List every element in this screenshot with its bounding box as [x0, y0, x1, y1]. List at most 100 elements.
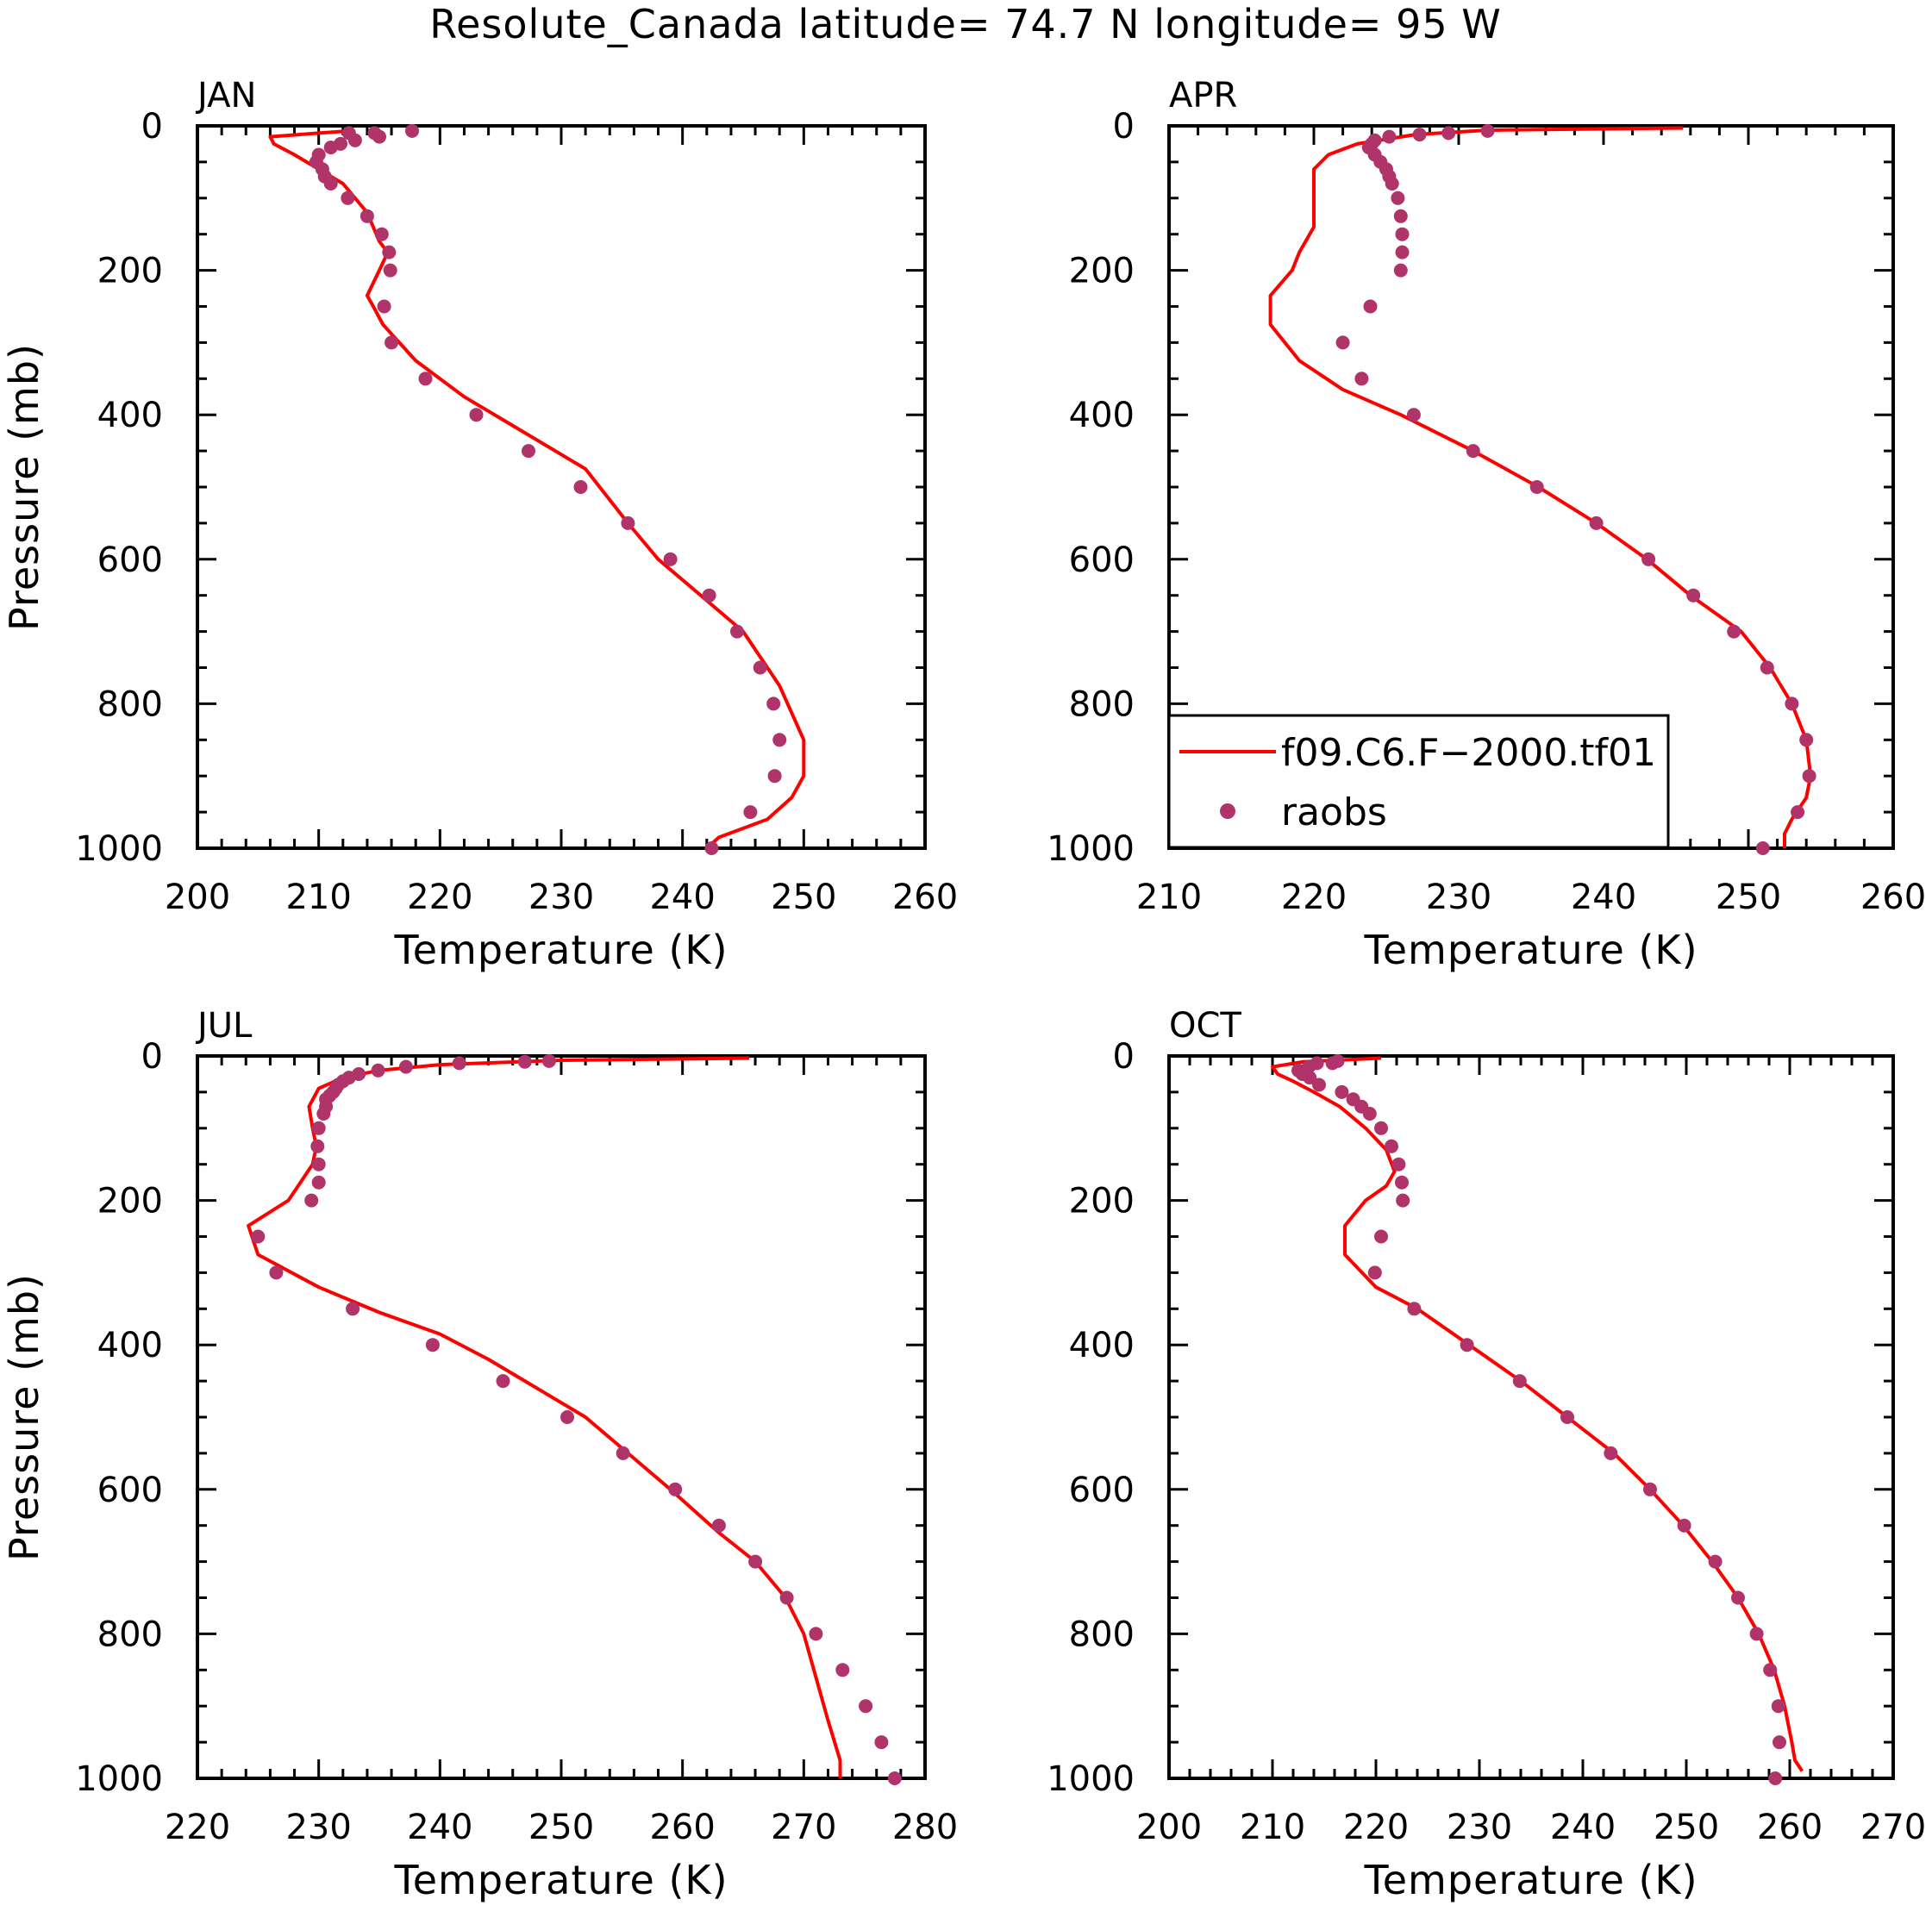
raobs-point [779, 1590, 794, 1605]
raobs-point [766, 697, 781, 711]
raobs-point [1749, 1627, 1764, 1641]
x-axis-title: Temperature (K) [393, 927, 728, 973]
raobs-point [887, 1771, 902, 1785]
x-tick-label: 210 [285, 878, 351, 917]
y-tick-label: 0 [1113, 1037, 1135, 1077]
raobs-point [1312, 1078, 1326, 1092]
y-tick-label: 800 [1069, 684, 1135, 724]
raobs-point [1325, 1056, 1340, 1071]
y-tick-label: 600 [1069, 1471, 1135, 1510]
y-tick-label: 1000 [75, 829, 163, 869]
raobs-point [1604, 1446, 1618, 1460]
x-tick-label: 260 [1757, 1808, 1823, 1847]
raobs-point [346, 1302, 360, 1316]
raobs-point [1407, 1302, 1422, 1316]
y-tick-label: 1000 [1047, 829, 1135, 869]
y-tick-label: 400 [97, 1326, 163, 1365]
raobs-point [541, 1053, 556, 1068]
x-tick-label: 270 [1860, 1808, 1926, 1847]
raobs-point [1802, 769, 1816, 784]
raobs-point [1395, 245, 1410, 259]
figure-title: Resolute_Canada latitude= 74.7 N longitu… [429, 1, 1502, 47]
panel-label: JAN [195, 76, 256, 116]
x-tick-label: 240 [1550, 1808, 1616, 1847]
raobs-point [1391, 191, 1405, 205]
plot-frame [1167, 1054, 1895, 1780]
y-tick-label: 0 [141, 107, 163, 147]
raobs-point [1480, 123, 1495, 138]
raobs-point [1385, 1139, 1398, 1153]
x-tick-label: 240 [407, 1808, 472, 1847]
raobs-point [310, 1139, 325, 1153]
y-tick-label: 800 [97, 684, 163, 724]
y-tick-label: 800 [97, 1615, 163, 1654]
raobs-point [809, 1627, 823, 1641]
x-tick-label: 240 [1571, 878, 1636, 917]
raobs-point [859, 1699, 873, 1714]
raobs-point [1643, 1482, 1657, 1496]
x-axis-title: Temperature (K) [393, 1857, 728, 1903]
x-tick-label: 210 [1136, 878, 1202, 917]
raobs-point [1393, 209, 1408, 223]
raobs-point [398, 1059, 413, 1074]
raobs-point [1641, 552, 1656, 566]
x-tick-label: 280 [892, 1808, 958, 1847]
raobs-point [1374, 1121, 1388, 1135]
raobs-point [1363, 299, 1378, 314]
raobs-point [560, 1410, 574, 1424]
model-profile-line [1271, 1056, 1804, 1772]
raobs-point [1466, 444, 1480, 459]
raobs-point [1385, 177, 1399, 191]
x-tick-label: 210 [1240, 1808, 1305, 1847]
y-axis-title: Pressure (mb) [1, 343, 47, 631]
raobs-point [1395, 1175, 1409, 1190]
raobs-point [573, 480, 588, 494]
raobs-point [1412, 128, 1427, 142]
raobs-point [702, 588, 716, 603]
raobs-point [1589, 515, 1604, 530]
raobs-point [323, 141, 338, 155]
raobs-point [1460, 1338, 1474, 1352]
raobs-point [251, 1229, 266, 1244]
raobs-point [347, 133, 362, 147]
raobs-point [1512, 1374, 1527, 1389]
legend-obs-label: raobs [1281, 790, 1387, 834]
raobs-point [1335, 335, 1350, 350]
raobs-point [371, 1063, 385, 1078]
y-tick-label: 1000 [75, 1759, 163, 1799]
raobs-point [711, 1518, 726, 1533]
raobs-point [1785, 697, 1799, 711]
legend-box [1167, 714, 1670, 849]
raobs-point [772, 733, 787, 747]
raobs-point [1799, 733, 1814, 747]
y-tick-label: 1000 [1047, 1759, 1135, 1799]
raobs-point [663, 552, 678, 566]
raobs-point [704, 841, 719, 855]
raobs-point [1763, 1663, 1778, 1677]
raobs-point [1393, 263, 1408, 278]
raobs-point [383, 263, 397, 278]
raobs-point [874, 1735, 889, 1750]
raobs-point [360, 209, 374, 223]
raobs-point [1303, 1071, 1317, 1085]
model-profile-line [247, 1056, 842, 1778]
raobs-point [1727, 624, 1741, 639]
x-tick-label: 200 [1136, 1808, 1202, 1847]
raobs-point [767, 769, 782, 784]
raobs-point [616, 1446, 630, 1460]
raobs-point [316, 1107, 331, 1121]
raobs-point [382, 245, 397, 259]
x-axis-title: Temperature (K) [1363, 1857, 1698, 1903]
legend: f09.C6.F−2000.tf01 raobs [1167, 714, 1670, 849]
x-tick-label: 230 [285, 1808, 351, 1847]
raobs-point [621, 515, 635, 530]
x-tick-label: 260 [892, 878, 958, 917]
raobs-point [269, 1265, 284, 1280]
raobs-point [1731, 1590, 1745, 1605]
x-tick-label: 220 [165, 1808, 230, 1847]
raobs-point [1367, 1265, 1382, 1280]
raobs-point [385, 335, 399, 350]
y-tick-label: 400 [1069, 396, 1135, 435]
